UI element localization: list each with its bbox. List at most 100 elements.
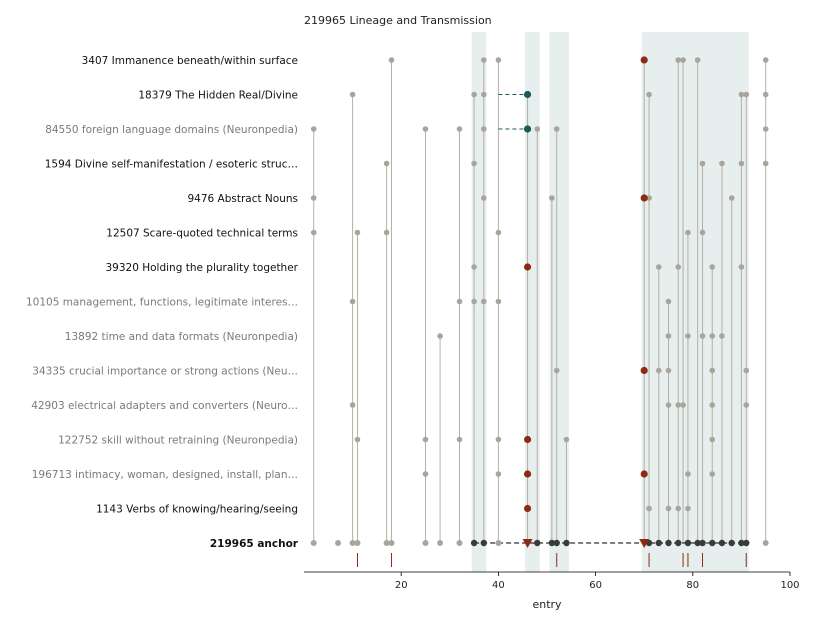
data-point: [675, 264, 682, 270]
highlight-point: [523, 504, 532, 513]
data-point: [743, 367, 750, 374]
data-point: [310, 229, 317, 236]
row-label: 34335 crucial importance or strong actio…: [32, 366, 298, 378]
x-tick-label: 100: [780, 580, 799, 591]
anchor-point-dark: [534, 539, 541, 547]
data-point: [310, 126, 317, 132]
row-label: 42903 electrical adapters and converters…: [31, 400, 298, 412]
data-point: [665, 298, 672, 305]
data-point: [471, 91, 477, 98]
row-label: 1143 Verbs of knowing/hearing/seeing: [96, 504, 298, 516]
anchor-point: [495, 540, 502, 546]
data-point: [481, 126, 487, 132]
data-point: [646, 91, 652, 98]
data-point: [685, 471, 691, 477]
data-point: [655, 367, 662, 374]
anchor-point: [335, 540, 342, 546]
anchor-point-dark: [718, 539, 726, 547]
data-point: [665, 333, 672, 339]
row-label: 39320 Holding the plurality together: [106, 262, 299, 274]
anchor-point: [388, 540, 395, 546]
data-point: [675, 57, 682, 63]
data-point: [495, 471, 502, 477]
data-point: [646, 195, 652, 201]
highlight-point: [640, 366, 648, 375]
data-point: [655, 264, 662, 270]
data-point: [699, 229, 706, 236]
data-point: [743, 91, 750, 98]
data-point: [762, 91, 769, 98]
data-point: [471, 160, 477, 167]
data-point: [738, 160, 745, 167]
anchor-point: [456, 540, 463, 546]
row-label: 12507 Scare-quoted technical terms: [106, 228, 298, 240]
anchor-triangle-marker: [639, 539, 650, 548]
data-point: [310, 195, 317, 201]
data-point: [456, 126, 463, 132]
data-point: [549, 195, 555, 201]
anchor-point: [354, 540, 361, 546]
data-point: [709, 333, 716, 339]
data-point: [709, 402, 716, 408]
data-point: [685, 229, 691, 236]
data-point: [383, 229, 390, 236]
data-point: [495, 57, 502, 63]
data-point: [471, 298, 477, 305]
highlight-point: [640, 56, 648, 64]
data-point: [422, 436, 429, 443]
highlight-point: [640, 194, 648, 202]
data-point: [728, 195, 735, 201]
chart-title: 219965 Lineage and Transmission: [304, 14, 492, 27]
data-point: [349, 402, 356, 408]
data-point: [685, 333, 691, 339]
anchor-point-dark: [563, 539, 570, 547]
anchor-point-dark: [675, 539, 682, 547]
teal-point: [523, 90, 532, 99]
anchor-point-dark: [665, 539, 672, 547]
anchor-point-dark: [553, 539, 560, 547]
row-label: 196713 intimacy, woman, designed, instal…: [32, 469, 298, 481]
x-axis: 20 40 60 80 100: [304, 553, 800, 591]
highlight-point: [523, 263, 532, 271]
row-label: 9476 Abstract Nouns: [187, 193, 298, 205]
data-point: [481, 57, 487, 63]
highlight-bands: [471, 32, 749, 572]
row-labels: 3407 Immanence beneath/within surface 183…: [26, 55, 299, 550]
anchor-point-dark: [655, 539, 662, 547]
data-point: [665, 367, 672, 374]
data-point: [646, 505, 652, 512]
row-label: 84550 foreign language domains (Neuronpe…: [45, 124, 298, 136]
anchor-point-dark: [694, 539, 701, 547]
data-point: [680, 402, 686, 408]
data-point: [422, 126, 429, 132]
points: [310, 56, 769, 548]
data-point: [388, 57, 395, 63]
anchor-point-dark: [728, 539, 735, 547]
data-point: [709, 367, 716, 374]
data-point: [709, 436, 716, 443]
band: [549, 32, 569, 572]
anchor-point: [762, 540, 769, 546]
row-label: 122752 skill without retraining (Neuronp…: [58, 435, 298, 447]
row-label: 1594 Divine self-manifestation / esoteri…: [45, 159, 298, 171]
anchor-point: [422, 540, 429, 546]
anchor-point: [383, 540, 390, 546]
data-point: [534, 126, 541, 132]
anchor-point: [349, 540, 356, 546]
anchor-point-dark: [480, 539, 488, 547]
row-label: 10105 management, functions, legitimate …: [26, 297, 298, 309]
data-point: [675, 402, 682, 408]
data-point: [383, 160, 390, 167]
data-point: [680, 57, 686, 63]
data-point: [495, 298, 502, 305]
data-point: [456, 298, 463, 305]
anchor-point-dark: [699, 539, 706, 547]
data-point: [665, 402, 672, 408]
x-axis-label: entry: [532, 598, 562, 611]
highlight-point: [523, 470, 532, 478]
data-point: [495, 436, 502, 443]
anchor-point-dark: [709, 539, 716, 547]
anchor-point: [310, 540, 317, 546]
data-point: [762, 160, 769, 167]
